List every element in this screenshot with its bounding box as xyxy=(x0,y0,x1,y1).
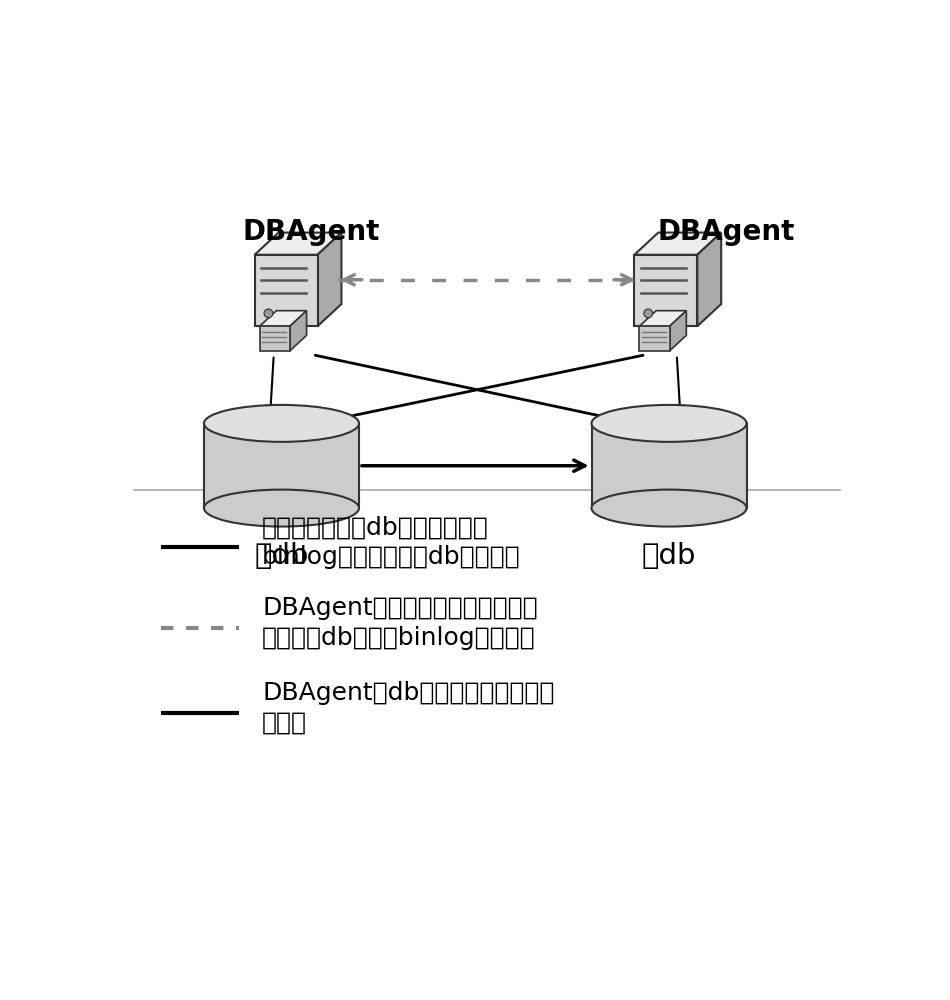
Text: 带所监控db的当前binlog位置信息: 带所监控db的当前binlog位置信息 xyxy=(262,626,536,650)
Polygon shape xyxy=(639,311,686,326)
Ellipse shape xyxy=(204,405,359,442)
Text: 数据复制流，主db的更新事务写: 数据复制流，主db的更新事务写 xyxy=(262,516,489,540)
Polygon shape xyxy=(697,233,721,326)
Bar xyxy=(255,255,317,326)
Text: 控消息: 控消息 xyxy=(262,710,307,734)
Bar xyxy=(259,326,290,351)
Polygon shape xyxy=(290,311,307,351)
Ellipse shape xyxy=(592,490,747,527)
Polygon shape xyxy=(635,233,721,255)
Polygon shape xyxy=(317,233,341,326)
Bar xyxy=(639,326,670,351)
Bar xyxy=(592,423,747,508)
Circle shape xyxy=(264,309,273,318)
Polygon shape xyxy=(670,311,686,351)
Ellipse shape xyxy=(204,490,359,527)
Text: DBAgent到db的数据库服务状态监: DBAgent到db的数据库服务状态监 xyxy=(262,681,555,705)
Text: DBAgent之间的心跳消息，中间携: DBAgent之间的心跳消息，中间携 xyxy=(262,596,538,620)
Text: 主db: 主db xyxy=(255,542,309,570)
Circle shape xyxy=(644,309,653,318)
Text: DBAgent: DBAgent xyxy=(243,218,380,246)
Polygon shape xyxy=(255,233,341,255)
Ellipse shape xyxy=(592,405,747,442)
Polygon shape xyxy=(259,311,307,326)
Bar xyxy=(635,255,697,326)
Text: 从db: 从db xyxy=(642,542,696,570)
Text: DBAgent: DBAgent xyxy=(657,218,795,246)
Text: binlog日志传送给从db回放执行: binlog日志传送给从db回放执行 xyxy=(262,545,521,569)
Bar xyxy=(204,423,359,508)
